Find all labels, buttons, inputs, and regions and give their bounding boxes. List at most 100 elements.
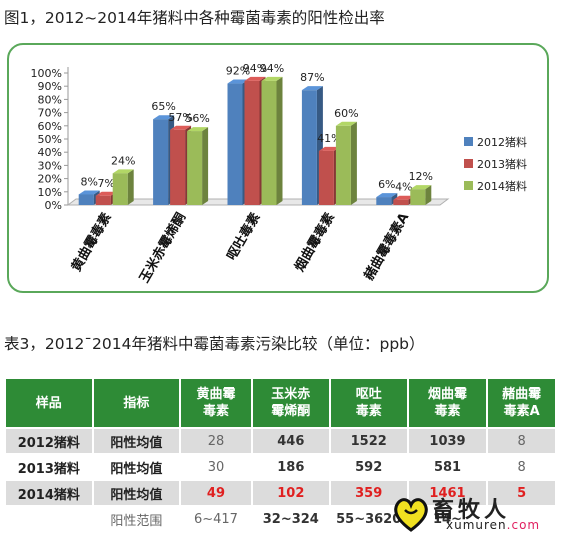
y-tick-label: 60% (38, 120, 62, 133)
value-cell: 581 (406, 453, 489, 481)
value-cell: 49 (179, 479, 253, 507)
sample-cell: 2014猪料 (4, 479, 94, 507)
header-line: 毒素 (355, 404, 382, 419)
value-cell: 8 (486, 427, 557, 455)
data-label: 87% (300, 71, 324, 84)
value-cell: 30 (179, 453, 253, 481)
data-label: 12% (409, 170, 433, 183)
header-line: 样品 (35, 395, 62, 411)
data-label: 94% (243, 62, 267, 75)
bar (335, 125, 351, 205)
header-line: 赭曲霉 (502, 387, 542, 402)
bar-side (202, 127, 209, 205)
data-label: 41% (317, 132, 341, 145)
table-row: 2012猪料 阳性均值 28 446 1522 1039 8 (4, 427, 557, 455)
metric-cell: 阳性均值 (91, 453, 182, 481)
category-label: 玉米赤霉烯酮 (136, 210, 189, 286)
metric-cell: 阳性均值 (91, 427, 182, 455)
bar (376, 197, 392, 205)
bar-side (350, 121, 357, 205)
bar (393, 199, 409, 205)
bar (187, 131, 203, 205)
bar-top (95, 191, 117, 196)
bar-top (410, 185, 432, 190)
data-label: 65% (151, 100, 175, 113)
table-header-cell: 黄曲霉 毒素 (179, 377, 253, 429)
table-header-row: 样品 指标 黄曲霉 毒素 玉米赤 霉烯酮 呕吐 毒素 烟曲霉 毒素 赭曲霉 毒素A (4, 377, 557, 429)
y-tick-label: 20% (38, 173, 62, 186)
table-row: 2013猪料 阳性均值 30 186 592 581 8 (4, 453, 557, 481)
metric-cell: 阳性均值 (91, 479, 182, 507)
legend-swatch (464, 181, 473, 190)
bar (153, 119, 169, 205)
table-title: 表3，2012¯2014年猪料中霉菌毒素污染比较（单位：ppb） (4, 335, 425, 353)
watermark-en: xumuren.com (446, 518, 540, 532)
sample-cell: 2012猪料 (4, 427, 94, 455)
y-tick-label: 70% (38, 107, 62, 120)
legend-label: 2014猪料 (477, 179, 527, 193)
data-label: 24% (111, 154, 135, 167)
bar-side (127, 169, 134, 205)
table-row: 2014猪料 阳性均值 49 102 359 1461 5 (4, 479, 557, 507)
value-cell: 186 (250, 453, 331, 481)
bar-side (276, 76, 283, 205)
value-cell: 359 (328, 479, 409, 507)
value-cell (486, 505, 557, 533)
bar (95, 195, 111, 205)
data-label: 60% (334, 107, 358, 120)
bar (112, 173, 128, 205)
bar-top (78, 190, 100, 195)
legend-swatch (464, 159, 473, 168)
watermark-cn: 畜牧人 (432, 498, 511, 523)
value-cell: 592 (328, 453, 409, 481)
value-cell: 32~324 (250, 505, 331, 533)
y-tick-label: 10% (38, 186, 62, 199)
bar (244, 80, 260, 205)
bar-top (318, 146, 340, 151)
value-cell: 102 (250, 479, 331, 507)
value-cell: 5 (486, 479, 557, 507)
category-label: 烟曲霉毒素 (291, 210, 337, 274)
data-label: 57% (168, 111, 192, 124)
table-header-cell: 玉米赤 霉烯酮 (250, 377, 331, 429)
watermark-en-main: xumuren (446, 518, 507, 532)
y-tick-label: 0% (45, 199, 62, 212)
sample-cell: 2013猪料 (4, 453, 94, 481)
bar-top (112, 169, 134, 174)
y-tick-label: 90% (38, 80, 62, 93)
y-tick-label: 40% (38, 146, 62, 159)
y-tick-label: 100% (31, 67, 62, 80)
bar-top (187, 127, 209, 132)
header-line: 黄曲霉 (196, 387, 236, 402)
table-header-cell: 样品 (4, 377, 94, 429)
bar (301, 90, 317, 205)
header-line: 毒素A (503, 404, 540, 419)
value-cell: 6~417 (179, 505, 253, 533)
bar-top (261, 76, 283, 81)
value-cell: 8 (486, 453, 557, 481)
bar (318, 150, 334, 205)
bar (410, 189, 426, 205)
y-tick-label: 30% (38, 159, 62, 172)
header-line: 霉烯酮 (271, 404, 311, 419)
header-line: 毒素 (434, 404, 461, 419)
watermark-en-suffix: .com (506, 518, 541, 532)
table-header-cell: 呕吐 毒素 (328, 377, 409, 429)
bar (78, 194, 94, 205)
value-cell: 446 (250, 427, 331, 455)
table-header-cell: 烟曲霉 毒素 (406, 377, 489, 429)
data-label: 92% (226, 65, 250, 78)
legend-label: 2013猪料 (477, 157, 527, 171)
y-tick-label: 80% (38, 93, 62, 106)
bar-top (335, 121, 357, 126)
header-line: 玉米赤 (271, 387, 311, 402)
header-line: 指标 (123, 395, 150, 411)
legend-swatch (464, 137, 473, 146)
bar (227, 83, 243, 205)
bar (261, 80, 277, 205)
legend-label: 2012猪料 (477, 135, 527, 149)
data-label: 94% (260, 62, 284, 75)
bar-top (227, 79, 249, 84)
metric-cell: 阳性范围 (91, 505, 182, 533)
bar-chart: 0%10%20%30%40%50%60%70%80%90%100%8% 7%24%… (31, 62, 527, 286)
